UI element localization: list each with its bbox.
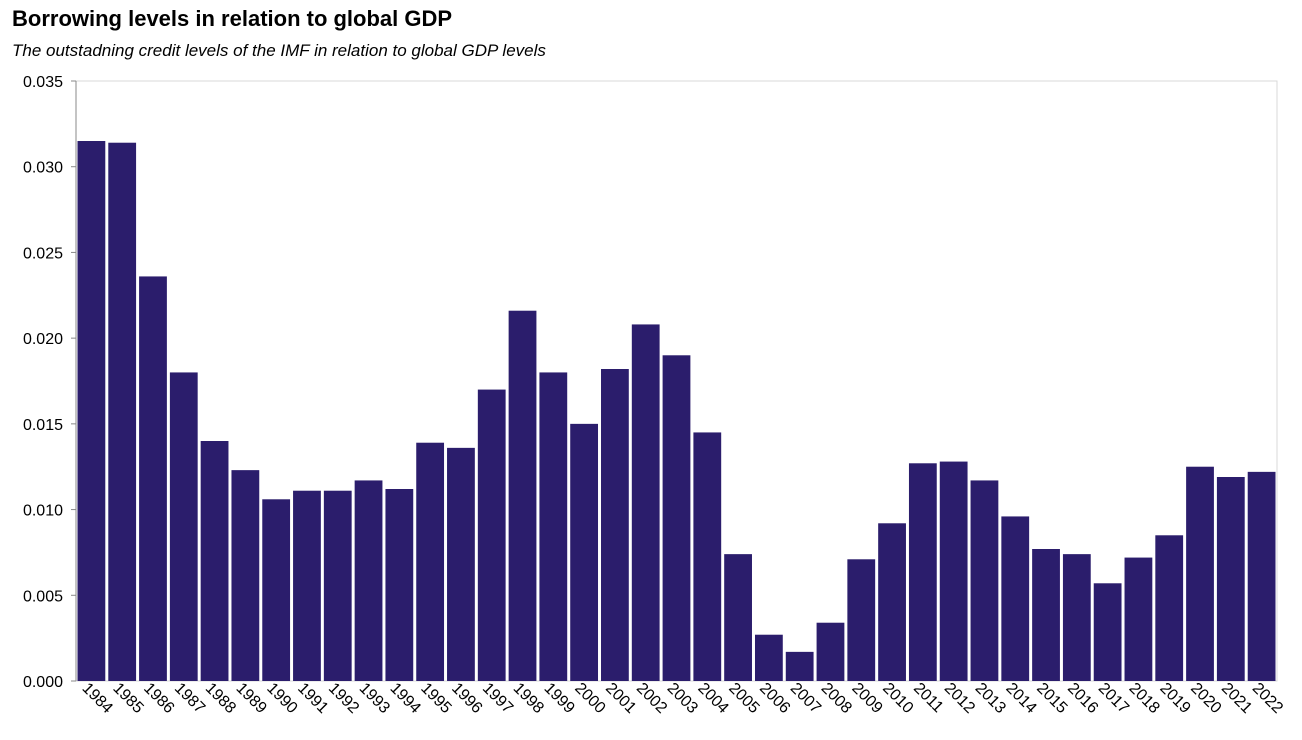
bar-2018	[1124, 557, 1153, 681]
x-tick-label-2020: 2020	[1187, 680, 1224, 717]
bar-2022	[1247, 471, 1276, 681]
x-tick-label-2009: 2009	[848, 680, 885, 717]
bar-1985	[108, 142, 137, 681]
bar-2007	[785, 651, 814, 681]
x-tick-label-2007: 2007	[787, 680, 824, 717]
y-axis: 0.000 0.005 0.010 0.015 0.020 0.025 0.030 0.035	[23, 74, 76, 691]
y-tick-label: 0.000	[23, 674, 63, 691]
bar-1992	[323, 490, 352, 681]
x-tick-label-1993: 1993	[356, 680, 393, 717]
x-tick-label-2011: 2011	[910, 680, 946, 716]
bar-1987	[169, 372, 198, 681]
bar-2015	[1032, 549, 1060, 681]
bar-2020	[1186, 466, 1214, 681]
x-tick-label-2016: 2016	[1064, 680, 1101, 717]
bar-2006	[754, 634, 783, 681]
bar-1997	[477, 389, 506, 681]
bar-2001	[601, 369, 629, 681]
x-tick-label-1986: 1986	[140, 680, 177, 717]
x-tick-label-2005: 2005	[725, 680, 762, 717]
x-tick-label-2018: 2018	[1126, 680, 1163, 717]
x-axis: 1984198519861987198819891990199119921993…	[79, 680, 1286, 717]
bar-1984	[77, 141, 106, 681]
x-tick-label-2012: 2012	[941, 680, 978, 717]
x-tick-label-2010: 2010	[879, 680, 916, 717]
x-tick-label-2021: 2021	[1218, 680, 1255, 717]
bar-2012	[939, 461, 968, 681]
y-tick-label: 0.015	[23, 417, 63, 434]
x-tick-label-2002: 2002	[633, 680, 670, 717]
x-tick-label-1998: 1998	[510, 680, 547, 717]
x-tick-label-2013: 2013	[972, 680, 1009, 717]
bar-2000	[570, 423, 599, 681]
x-tick-label-1999: 1999	[540, 680, 577, 717]
y-tick-label: 0.020	[23, 331, 63, 348]
x-tick-label-1988: 1988	[202, 680, 239, 717]
bar-2021	[1216, 477, 1245, 681]
bar-2016	[1062, 554, 1091, 681]
x-tick-label-2017: 2017	[1095, 680, 1132, 717]
x-tick-label-1987: 1987	[171, 680, 208, 717]
y-tick-label: 0.025	[23, 245, 63, 262]
bar-1990	[262, 499, 291, 681]
y-tick-label: 0.030	[23, 160, 63, 177]
bar-2010	[878, 523, 906, 681]
x-tick-label-2006: 2006	[756, 680, 793, 717]
chart-subtitle: The outstadning credit levels of the IMF…	[12, 41, 546, 60]
bar-1993	[354, 480, 383, 681]
x-tick-label-1985: 1985	[109, 680, 146, 717]
bar-2017	[1093, 583, 1122, 681]
bar-2009	[847, 559, 876, 681]
bar-2011	[908, 463, 937, 681]
x-tick-label-2022: 2022	[1249, 680, 1286, 717]
bar-2005	[724, 554, 752, 681]
x-tick-label-1995: 1995	[417, 680, 454, 717]
bar-1998	[508, 310, 537, 681]
bar-2008	[816, 622, 845, 681]
bar-1989	[231, 470, 260, 681]
x-tick-label-1989: 1989	[233, 680, 270, 717]
bar-1996	[447, 447, 475, 681]
bar-2002	[631, 324, 660, 681]
x-tick-label-1997: 1997	[479, 680, 516, 717]
y-tick-label: 0.005	[23, 588, 63, 605]
x-tick-label-2001: 2001	[602, 680, 639, 717]
x-tick-label-2014: 2014	[1002, 680, 1039, 717]
bar-1986	[139, 276, 167, 681]
bar-1994	[385, 489, 414, 681]
bar-2004	[693, 432, 722, 681]
x-tick-label-1991: 1991	[294, 680, 331, 717]
bar-1995	[416, 442, 445, 681]
x-tick-label-2015: 2015	[1033, 680, 1070, 717]
bars-group	[77, 141, 1276, 681]
x-tick-label-2008: 2008	[818, 680, 855, 717]
bar-1999	[539, 372, 568, 681]
bar-2013	[970, 480, 999, 681]
x-tick-label-1994: 1994	[387, 680, 424, 717]
y-tick-label: 0.010	[23, 503, 63, 520]
x-tick-label-2004: 2004	[694, 680, 731, 717]
bar-1991	[293, 490, 321, 681]
x-tick-label-2003: 2003	[664, 680, 701, 717]
x-tick-label-2019: 2019	[1156, 680, 1193, 717]
x-tick-label-1996: 1996	[448, 680, 485, 717]
bar-1988	[200, 441, 229, 681]
bar-2019	[1155, 535, 1184, 681]
bar-2014	[1001, 516, 1030, 681]
chart-title: Borrowing levels in relation to global G…	[12, 6, 453, 31]
x-tick-label-2000: 2000	[571, 680, 608, 717]
x-tick-label-1984: 1984	[79, 680, 116, 717]
x-tick-label-1990: 1990	[263, 680, 300, 717]
y-tick-label: 0.035	[23, 74, 63, 91]
bar-2003	[662, 355, 691, 681]
x-tick-label-1992: 1992	[325, 680, 362, 717]
